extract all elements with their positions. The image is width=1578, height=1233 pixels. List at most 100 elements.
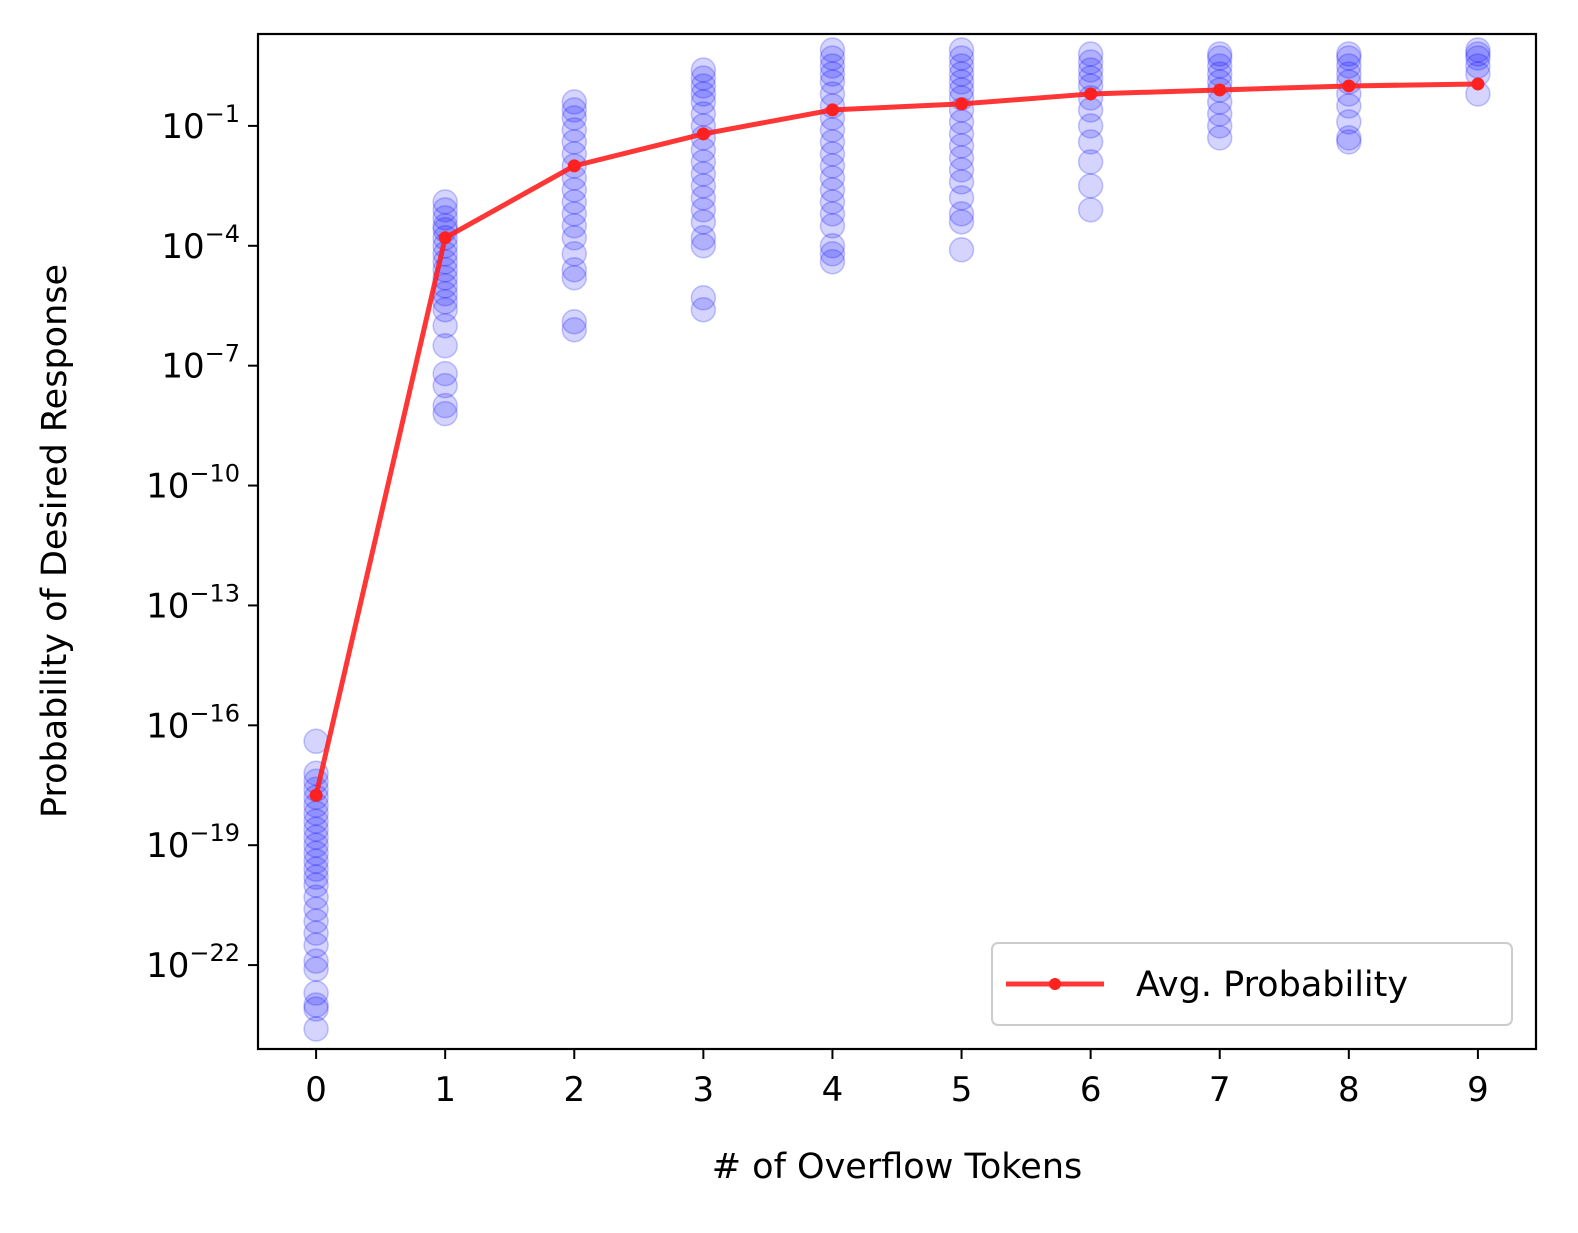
x-axis: 0 1 2 3 4 5 6 7 8 9	[305, 1049, 1489, 1110]
y-tick-exponent: −16	[189, 699, 240, 727]
scatter-point	[819, 141, 846, 167]
scatter-point	[432, 400, 458, 427]
scatter-point	[561, 129, 588, 155]
scatter-point	[303, 848, 329, 874]
avg-probability-marker	[567, 159, 581, 173]
scatter-point	[1465, 45, 1491, 71]
scatter-point	[819, 69, 846, 95]
scatter-point	[690, 73, 717, 99]
y-tick-label: 10−1	[161, 100, 240, 147]
x-tick-label: 3	[693, 1070, 715, 1110]
scatter-point	[561, 257, 588, 283]
scatter-point	[303, 948, 329, 974]
scatter-point	[432, 392, 458, 419]
avg-probability-marker	[309, 788, 323, 802]
scatter-point	[690, 161, 717, 187]
scatter-point	[690, 65, 717, 91]
x-tick-label: 7	[1209, 1070, 1231, 1110]
y-tick-label: 10−22	[146, 939, 240, 986]
scatter-point	[432, 360, 458, 387]
y-tick-label: 10−19	[146, 819, 240, 866]
scatter-point	[948, 45, 975, 71]
x-tick-label: 8	[1338, 1070, 1360, 1110]
scatter-layer	[303, 37, 1491, 1042]
scatter-point	[1077, 149, 1104, 175]
scatter-point	[819, 177, 846, 203]
scatter-point	[303, 832, 329, 858]
scatter-point	[303, 840, 329, 866]
y-tick-exponent: −7	[205, 340, 240, 368]
scatter-point	[690, 209, 717, 235]
y-tick-base: 10	[161, 347, 204, 387]
legend: Avg. Probability	[991, 942, 1513, 1026]
scatter-point	[303, 980, 329, 1006]
scatter-point	[1206, 125, 1233, 151]
y-tick-base: 10	[146, 706, 189, 746]
scatter-point	[690, 197, 717, 223]
scatter-point	[1336, 93, 1362, 119]
scatter-point	[948, 121, 975, 147]
scatter-point	[432, 312, 458, 339]
scatter-point	[1206, 53, 1233, 79]
scatter-point	[432, 372, 458, 399]
scatter-point	[1077, 129, 1104, 155]
scatter-point	[690, 57, 717, 83]
scatter-point	[1336, 129, 1362, 155]
scatter-point	[303, 920, 329, 946]
scatter-point	[303, 992, 329, 1018]
avg-probability-marker	[438, 231, 452, 245]
scatter-point	[303, 896, 329, 922]
scatter-point	[948, 169, 975, 195]
y-tick-label: 10−4	[161, 220, 240, 267]
scatter-point	[1465, 41, 1491, 67]
scatter-point	[303, 908, 329, 934]
avg-probability-marker	[1342, 79, 1356, 93]
scatter-point	[819, 117, 846, 143]
scatter-point	[561, 177, 588, 203]
y-tick-label: 10−16	[146, 699, 240, 746]
scatter-point	[303, 956, 329, 982]
y-tick-exponent: −13	[189, 579, 240, 607]
scatter-point	[690, 233, 717, 259]
scatter-point	[303, 996, 329, 1022]
scatter-point	[1077, 113, 1104, 139]
scatter-point	[1206, 41, 1233, 67]
y-tick-exponent: −4	[205, 220, 240, 248]
scatter-point	[690, 296, 717, 323]
scatter-point	[819, 61, 846, 87]
avg-line-layer	[309, 77, 1485, 802]
avg-probability-marker	[825, 103, 839, 117]
scatter-point	[948, 237, 975, 263]
scatter-point	[432, 332, 458, 359]
scatter-point	[1465, 37, 1491, 63]
scatter-point	[303, 816, 329, 842]
scatter-point	[948, 145, 975, 171]
y-tick-exponent: −10	[189, 460, 240, 488]
scatter-point	[303, 1016, 329, 1042]
plot-frame	[256, 32, 1538, 1051]
scatter-point	[690, 284, 717, 311]
scatter-point	[1077, 173, 1104, 199]
legend-marker	[1049, 978, 1061, 990]
scatter-point	[1336, 125, 1362, 151]
scatter-point	[432, 288, 458, 315]
scatter-point	[1077, 57, 1104, 83]
scatter-point	[690, 173, 717, 199]
scatter-point	[303, 932, 329, 958]
scatter-point	[561, 308, 588, 335]
scatter-point	[948, 201, 975, 227]
scatter-point	[819, 241, 846, 267]
scatter-point	[948, 69, 975, 95]
y-tick-base: 10	[146, 586, 189, 626]
y-tick-label: 10−13	[146, 579, 240, 626]
x-tick-label: 1	[434, 1070, 456, 1110]
scatter-point	[561, 316, 588, 343]
scatter-point	[303, 856, 329, 882]
x-tick-label: 4	[822, 1070, 844, 1110]
scatter-point	[561, 89, 588, 115]
scatter-point	[819, 201, 846, 227]
scatter-point	[1336, 53, 1362, 79]
scatter-point	[819, 233, 846, 259]
avg-probability-marker	[1084, 87, 1098, 101]
